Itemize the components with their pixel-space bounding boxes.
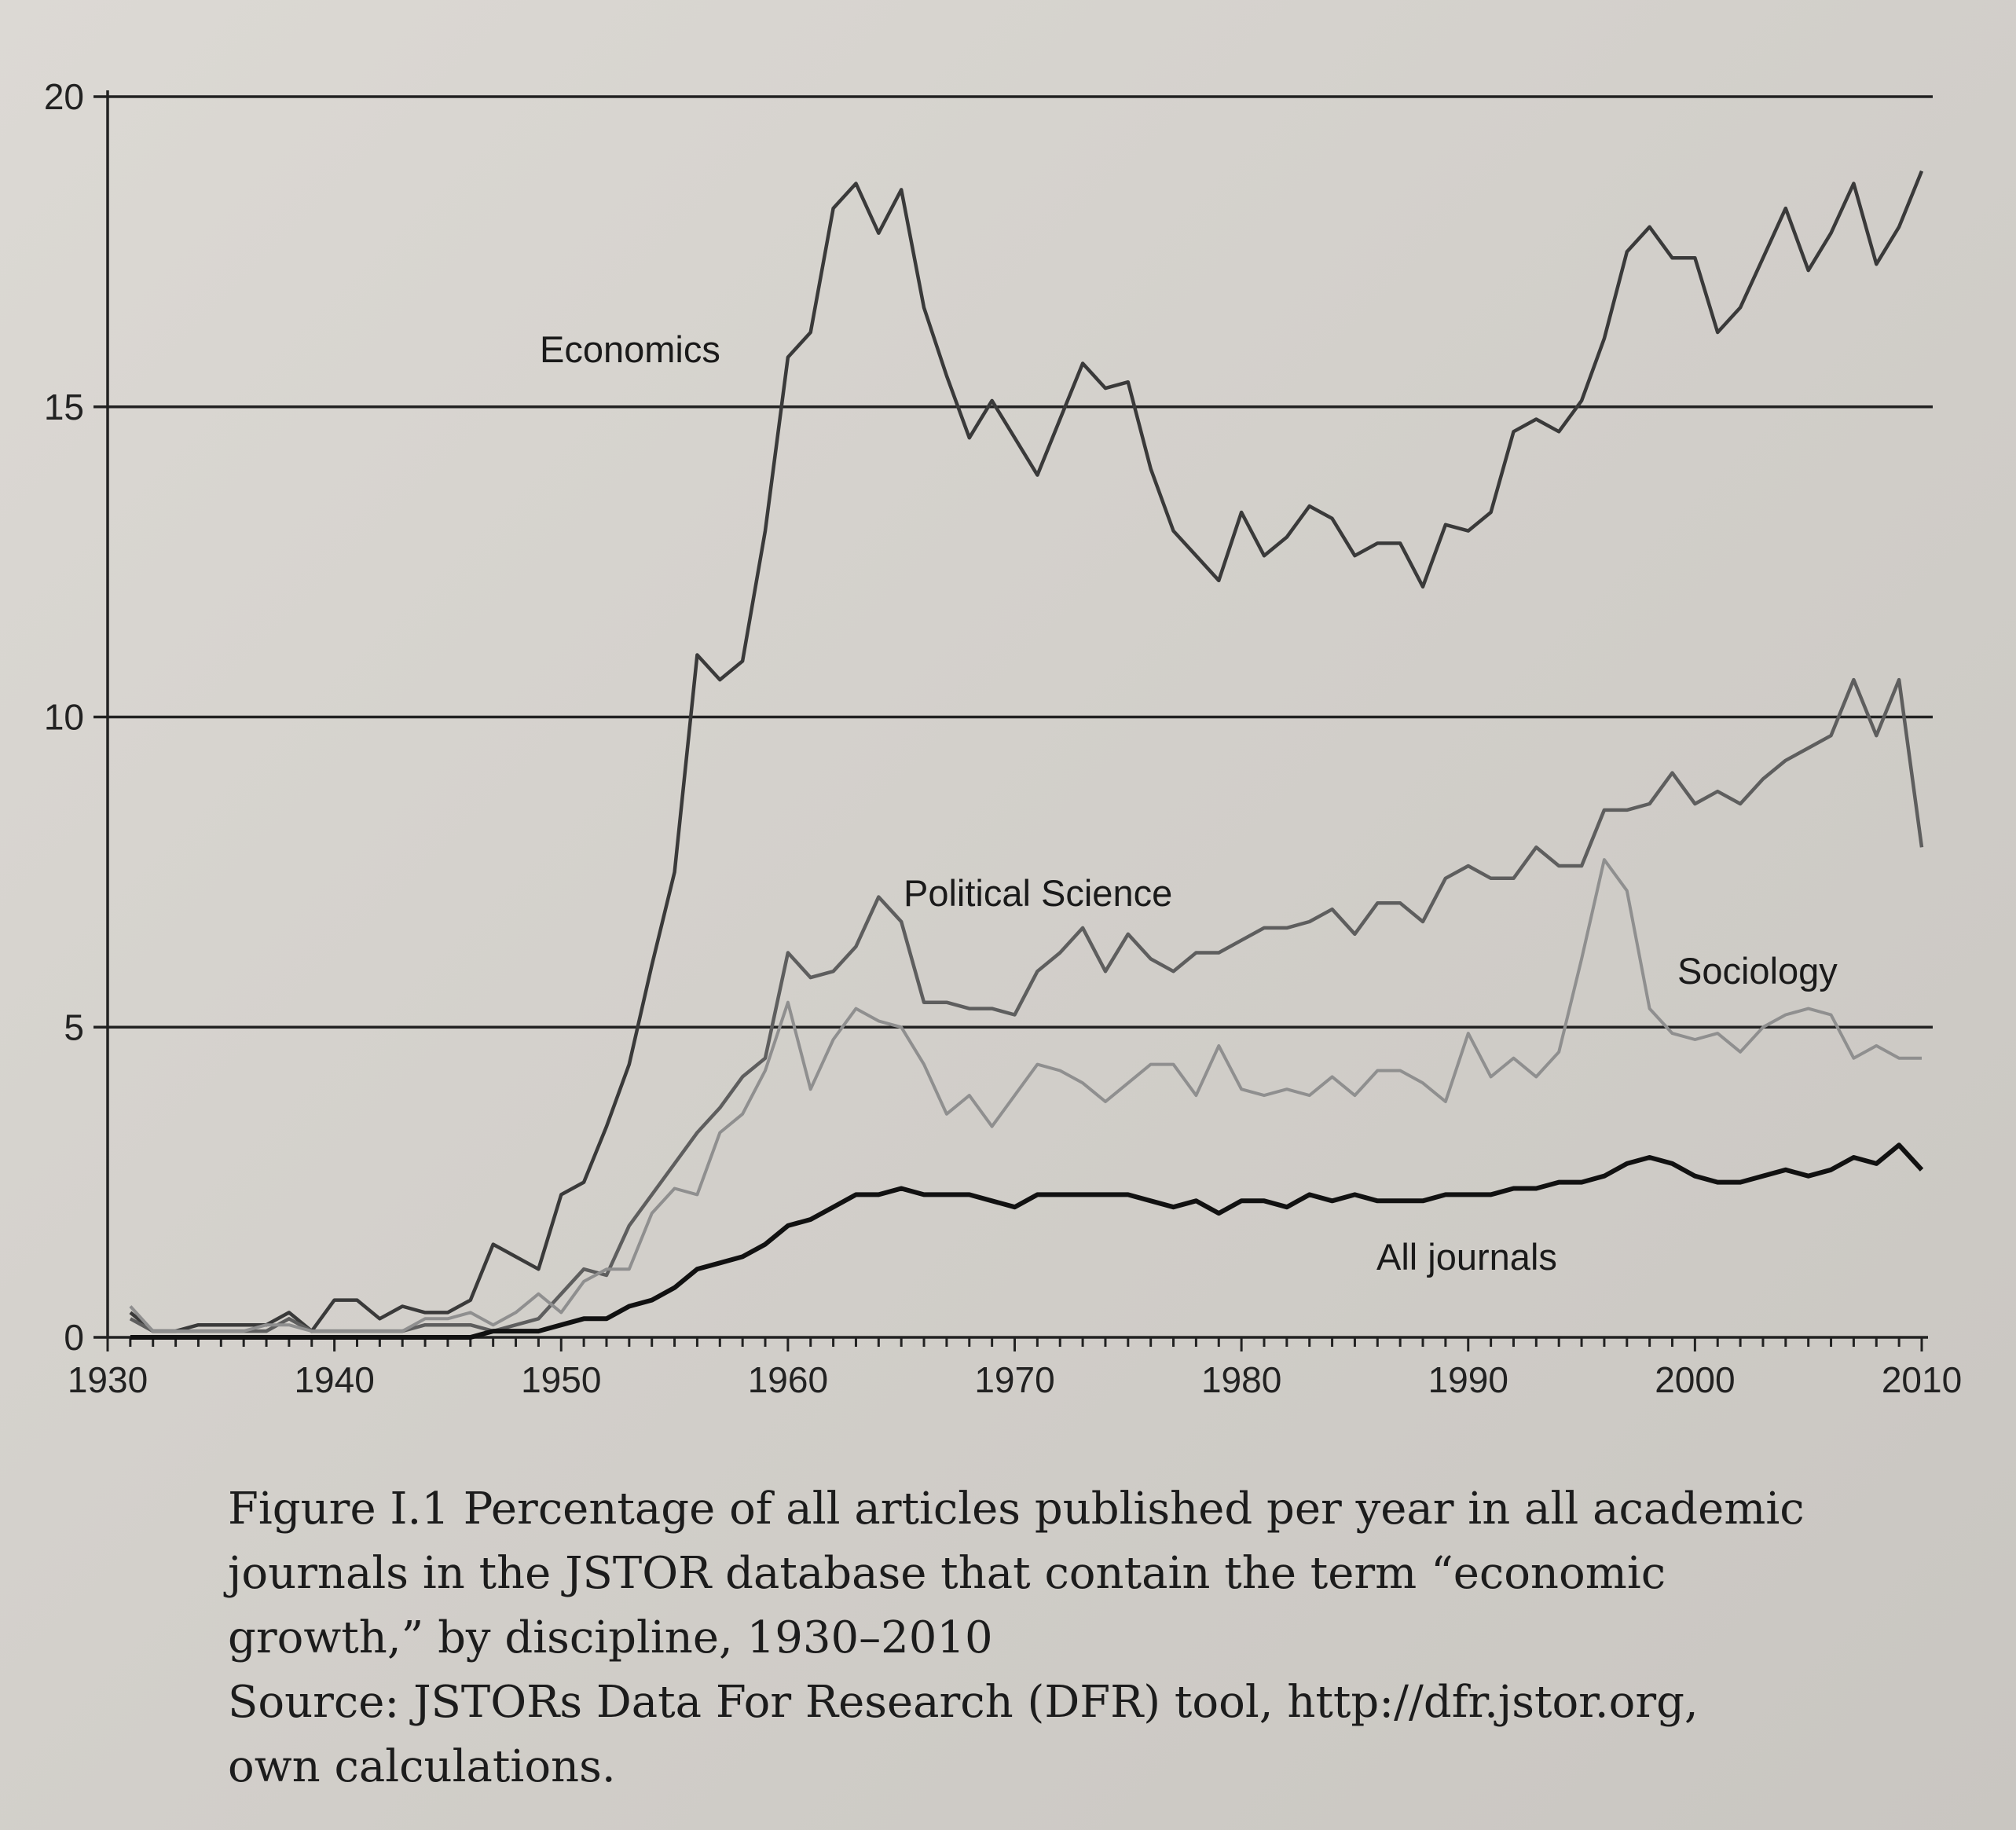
caption-line: growth,” by discipline, 1930–2010 [228, 1612, 993, 1663]
y-tick-label: 5 [64, 1007, 84, 1047]
x-tick-label: 1940 [294, 1359, 374, 1400]
x-tick-label: 1970 [974, 1359, 1054, 1400]
x-tick-label: 1950 [521, 1359, 601, 1400]
series-label-economics: Economics [540, 328, 720, 370]
x-tick-label: 1930 [68, 1359, 148, 1400]
series-label-political-science: Political Science [904, 872, 1172, 914]
y-tick-label: 20 [44, 76, 84, 117]
x-tick-label: 1980 [1201, 1359, 1281, 1400]
line-chart: 0 5 10 15 20 1930 1940 1950 1960 1970 1980 1990 2000… [44, 76, 1962, 1400]
x-tick-label: 2000 [1655, 1359, 1735, 1400]
series-label-all-journals: All journals [1376, 1236, 1557, 1278]
y-tick-label: 0 [64, 1317, 84, 1358]
series-line-economics [129, 170, 1924, 1333]
caption-line: own calculations. [228, 1741, 616, 1792]
series-label-sociology: Sociology [1677, 950, 1838, 992]
figure-caption: Figure I.1 Percentage of all articles pu… [228, 1477, 1996, 1799]
caption-line: Figure I.1 Percentage of all articles pu… [228, 1483, 1805, 1535]
series-line-all-journals [130, 1142, 1924, 1340]
caption-line: Source: JSTORs Data For Research (DFR) t… [228, 1677, 1699, 1728]
series-line-sociology [129, 858, 1922, 1333]
x-tick-label: 1960 [748, 1359, 828, 1400]
y-tick-label: 10 [44, 697, 84, 738]
x-tick-label: 2010 [1882, 1359, 1962, 1400]
series-line-political-science [129, 677, 1924, 1333]
caption-line: journals in the JSTOR database that cont… [228, 1548, 1666, 1599]
x-tick-label: 1990 [1428, 1359, 1508, 1400]
y-tick-label: 15 [44, 387, 84, 427]
